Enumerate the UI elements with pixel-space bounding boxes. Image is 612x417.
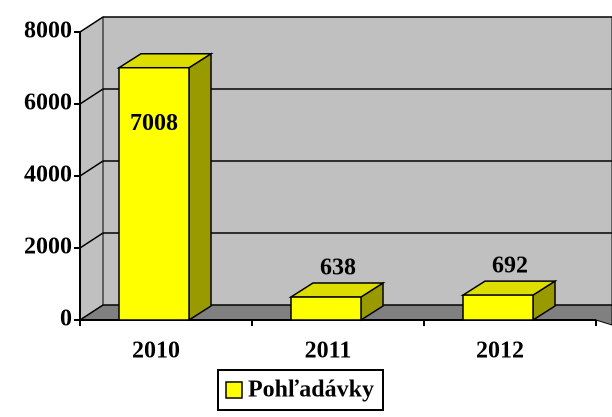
- grid-line: [79, 16, 612, 33]
- data-label: 7008: [130, 110, 178, 136]
- x-tick-label: 2012: [476, 338, 524, 364]
- grid-line: [79, 88, 612, 105]
- x-tick-label: 2011: [305, 338, 352, 364]
- y-tick-label: 4000: [24, 162, 72, 188]
- grid-line: [79, 160, 612, 177]
- y-tick-label: 0: [60, 306, 72, 332]
- y-tick-label: 8000: [24, 18, 72, 44]
- bar: [116, 52, 214, 322]
- legend-label: Pohľadávky: [248, 377, 374, 403]
- bar-front: [290, 296, 362, 321]
- x-tick-label: 2010: [132, 338, 180, 364]
- legend: Pohľadávky: [217, 369, 384, 411]
- bar-front: [118, 66, 190, 321]
- legend-box: [217, 369, 384, 411]
- bar: [460, 279, 558, 322]
- bar-front: [462, 294, 534, 321]
- y-tick-label: 2000: [24, 234, 72, 260]
- y-tick-label: 6000: [24, 90, 72, 116]
- data-label: 692: [492, 253, 528, 279]
- data-label: 638: [320, 255, 356, 281]
- bar: [288, 281, 386, 322]
- grid-line: [79, 304, 612, 321]
- grid-line: [79, 232, 612, 249]
- legend-swatch: [225, 381, 243, 399]
- bar-side: [188, 52, 212, 322]
